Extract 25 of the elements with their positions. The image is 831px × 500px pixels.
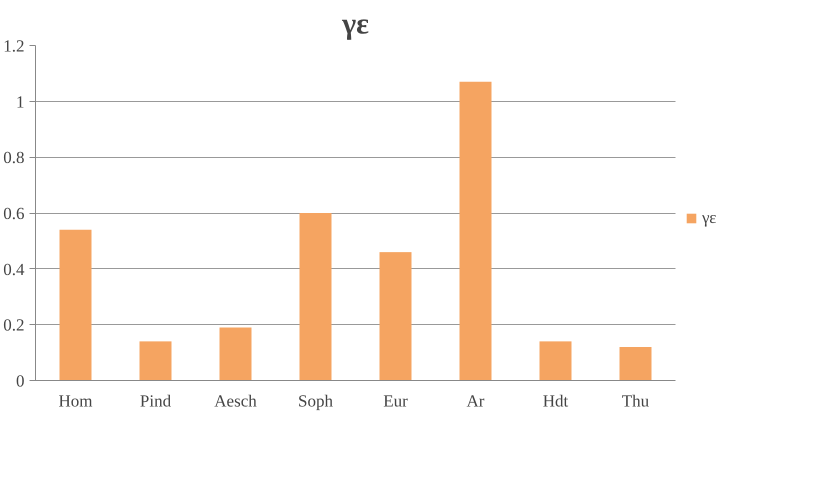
bar	[620, 347, 652, 380]
y-tick-label: 1	[16, 92, 24, 112]
bar	[380, 252, 412, 380]
y-tick-label: 0.6	[3, 204, 24, 223]
bar	[60, 230, 92, 380]
chart-title: γε	[341, 8, 370, 40]
legend-label: γε	[702, 208, 718, 228]
x-tick-label: Hdt	[542, 392, 569, 410]
y-tick-label: 0.4	[3, 260, 25, 279]
bar	[540, 341, 572, 380]
x-tick-label: Pind	[140, 392, 172, 410]
y-tick-label: 0.8	[3, 148, 24, 168]
x-tick-label: Soph	[298, 392, 334, 410]
y-tick-label: 0	[16, 372, 24, 390]
x-tick-label: Hom	[58, 392, 92, 410]
bar	[300, 213, 332, 380]
x-tick-label: Thu	[622, 392, 650, 410]
bar	[140, 341, 172, 380]
x-tick-label: Eur	[383, 392, 408, 410]
bar	[460, 82, 492, 380]
bar	[220, 327, 252, 380]
y-tick-label: 0.2	[3, 316, 24, 335]
x-tick-label: Ar	[466, 392, 485, 410]
x-tick-label: Aesch	[214, 392, 258, 410]
y-tick-label: 1.2	[3, 36, 24, 56]
